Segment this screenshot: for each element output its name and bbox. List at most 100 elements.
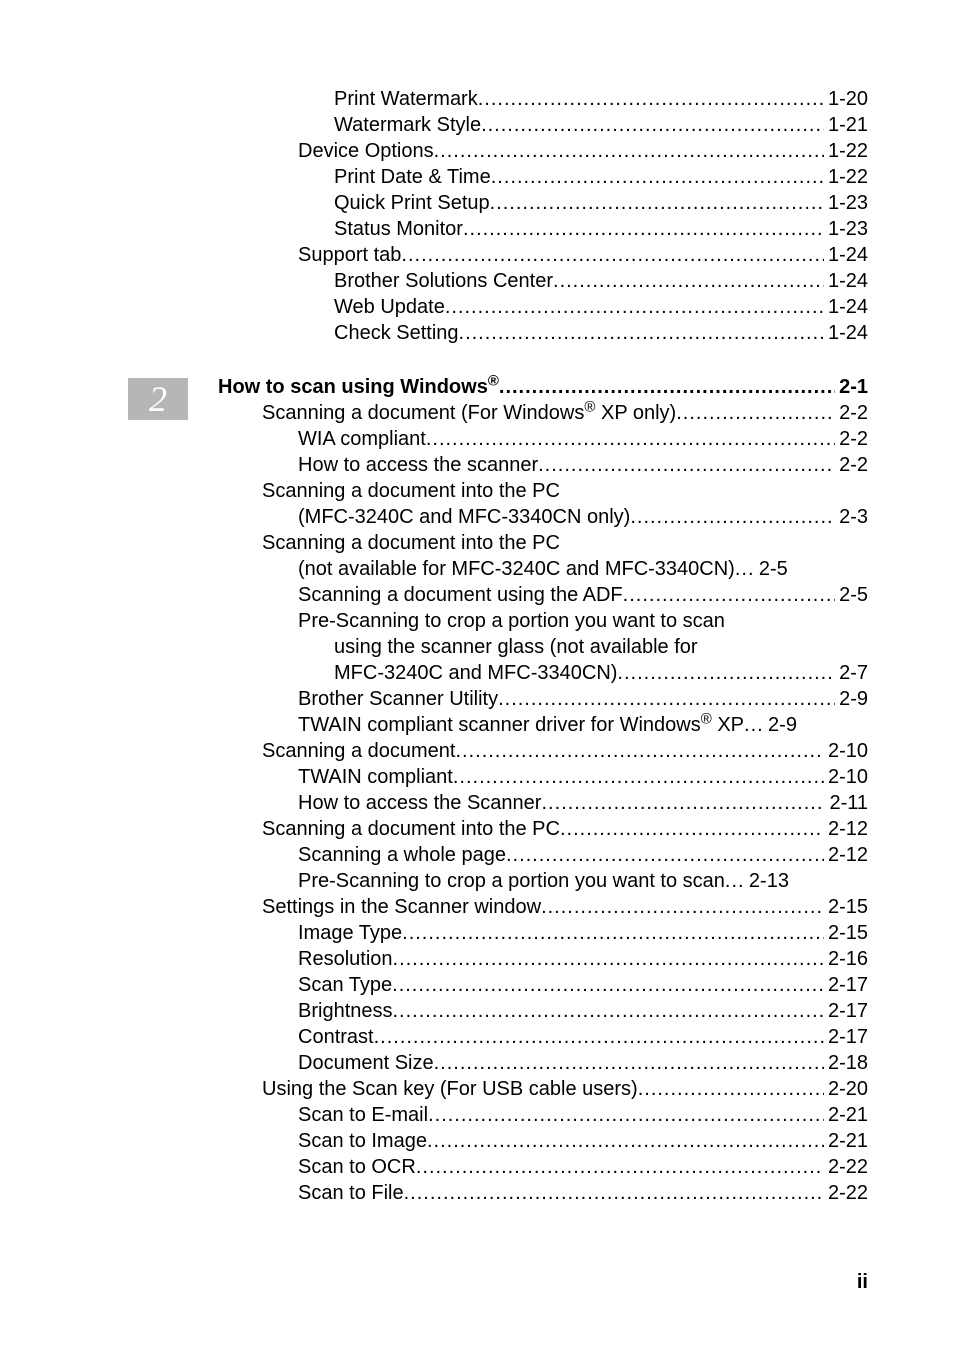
toc-row: Scan to File2-22 bbox=[298, 1180, 868, 1206]
toc-label: Watermark Style bbox=[334, 112, 481, 138]
toc-leader bbox=[402, 920, 824, 946]
toc-page: 2-5 bbox=[755, 556, 788, 582]
page: 2 Print Watermark1-20Watermark Style1-21… bbox=[0, 0, 954, 1352]
toc-page: 1-23 bbox=[824, 190, 868, 216]
toc-leader bbox=[538, 452, 835, 478]
toc-leader bbox=[427, 1128, 824, 1154]
toc-row: Scan Type2-17 bbox=[298, 972, 868, 998]
toc-row: Scanning a document into the PC 2-12 bbox=[262, 816, 868, 842]
toc-row: Using the Scan key (For USB cable users)… bbox=[262, 1076, 868, 1102]
toc-leader bbox=[374, 1024, 824, 1050]
toc-row: Brother Solutions Center1-24 bbox=[334, 268, 868, 294]
toc-label: MFC-3240C and MFC-3340CN) bbox=[334, 660, 617, 686]
toc-leader bbox=[453, 764, 824, 790]
toc-leader bbox=[541, 894, 824, 920]
toc-row: Scan to OCR 2-22 bbox=[298, 1154, 868, 1180]
toc-leader bbox=[426, 426, 835, 452]
toc-label: Brother Scanner Utility bbox=[298, 686, 498, 712]
toc-leader bbox=[404, 1180, 824, 1206]
toc-label: Device Options bbox=[298, 138, 434, 164]
toc-leader bbox=[491, 164, 824, 190]
toc-row: Scanning a whole page2-12 bbox=[298, 842, 868, 868]
toc-label: WIA compliant bbox=[298, 426, 426, 452]
toc-leader bbox=[638, 1076, 824, 1102]
toc-label: Scan to E-mail bbox=[298, 1102, 428, 1128]
page-number: ii bbox=[857, 1271, 868, 1294]
toc-label: How to access the scanner bbox=[298, 452, 538, 478]
toc-leader bbox=[434, 138, 824, 164]
toc-page: 2-1 bbox=[835, 374, 868, 400]
toc-row: Quick Print Setup 1-23 bbox=[334, 190, 868, 216]
toc-leader bbox=[560, 816, 824, 842]
toc-page: 1-23 bbox=[824, 216, 868, 242]
toc-page: 2-15 bbox=[824, 920, 868, 946]
toc-leader bbox=[481, 112, 824, 138]
toc-label: Using the Scan key (For USB cable users) bbox=[262, 1076, 638, 1102]
toc-row: MFC-3240C and MFC-3340CN) 2-7 bbox=[334, 660, 868, 686]
toc-row: Print Date & Time1-22 bbox=[334, 164, 868, 190]
toc-page: 2-11 bbox=[825, 790, 868, 816]
toc: Print Watermark1-20Watermark Style1-21De… bbox=[128, 86, 868, 1206]
toc-row: Support tab1-24 bbox=[298, 242, 868, 268]
toc-page: 2-7 bbox=[835, 660, 868, 686]
toc-row: Pre-Scanning to crop a portion you want … bbox=[298, 608, 868, 634]
toc-row: Settings in the Scanner window2-15 bbox=[262, 894, 868, 920]
toc-page: 2-9 bbox=[764, 712, 797, 738]
toc-label: TWAIN compliant bbox=[298, 764, 453, 790]
toc-page: 2-2 bbox=[835, 452, 868, 478]
toc-row: How to access the Scanner 2-11 bbox=[298, 790, 868, 816]
toc-leader bbox=[506, 842, 824, 868]
toc-label: Contrast bbox=[298, 1024, 374, 1050]
toc-row: Image Type 2-15 bbox=[298, 920, 868, 946]
toc-row: Brother Scanner Utility 2-9 bbox=[298, 686, 868, 712]
toc-row: (MFC-3240C and MFC-3340CN only)2-3 bbox=[298, 504, 868, 530]
toc-label: Scanning a document into the PC bbox=[262, 478, 560, 504]
toc-label: Quick Print Setup bbox=[334, 190, 490, 216]
toc-row: Scanning a document using the ADF2-5 bbox=[298, 582, 868, 608]
toc-page: 2-20 bbox=[824, 1076, 868, 1102]
toc-row: Scanning a document into the PC bbox=[262, 478, 868, 504]
toc-label: Scanning a document into the PC bbox=[262, 816, 560, 842]
toc-page: 2-21 bbox=[824, 1102, 868, 1128]
toc-label: Scan to Image bbox=[298, 1128, 427, 1154]
toc-label: How to access the Scanner bbox=[298, 790, 541, 816]
toc-row: Print Watermark1-20 bbox=[334, 86, 868, 112]
toc-page: 2-9 bbox=[835, 686, 868, 712]
toc-row: Device Options1-22 bbox=[298, 138, 868, 164]
toc-label: Scanning a document (For Windows® XP onl… bbox=[262, 400, 676, 426]
toc-label: Brightness bbox=[298, 998, 393, 1024]
toc-row: Scanning a document2-10 bbox=[262, 738, 868, 764]
toc-page: 2-3 bbox=[835, 504, 868, 530]
toc-row: using the scanner glass (not available f… bbox=[334, 634, 868, 660]
toc-row: Scanning a document into the PC bbox=[262, 530, 868, 556]
toc-label: Support tab bbox=[298, 242, 401, 268]
toc-label: Settings in the Scanner window bbox=[262, 894, 541, 920]
toc-leader bbox=[553, 268, 824, 294]
toc-page: 2-22 bbox=[824, 1154, 868, 1180]
toc-label: TWAIN compliant scanner driver for Windo… bbox=[298, 712, 744, 738]
toc-page: 2-22 bbox=[824, 1180, 868, 1206]
toc-leader bbox=[393, 946, 824, 972]
toc-label: Image Type bbox=[298, 920, 402, 946]
toc-page: 1-24 bbox=[824, 268, 868, 294]
toc-leader bbox=[478, 86, 824, 112]
toc-leader bbox=[498, 686, 835, 712]
toc-leader bbox=[463, 216, 824, 242]
toc-row: Contrast2-17 bbox=[298, 1024, 868, 1050]
toc-page: 2-17 bbox=[824, 972, 868, 998]
toc-row: Watermark Style 1-21 bbox=[334, 112, 868, 138]
toc-row: Web Update1-24 bbox=[334, 294, 868, 320]
toc-row: TWAIN compliant2-10 bbox=[298, 764, 868, 790]
toc-page: 2-12 bbox=[824, 816, 868, 842]
toc-page: 2-2 bbox=[835, 426, 868, 452]
toc-label: Scan to OCR bbox=[298, 1154, 416, 1180]
toc-page: 2-18 bbox=[824, 1050, 868, 1076]
toc-label: Status Monitor bbox=[334, 216, 463, 242]
toc-page: 2-21 bbox=[824, 1128, 868, 1154]
toc-leader: ... bbox=[725, 868, 745, 894]
toc-row: Brightness2-17 bbox=[298, 998, 868, 1024]
toc-page: 1-24 bbox=[824, 320, 868, 346]
toc-page: 1-21 bbox=[824, 112, 868, 138]
toc-row: Scanning a document (For Windows® XP onl… bbox=[262, 400, 868, 426]
toc-row: Status Monitor 1-23 bbox=[334, 216, 868, 242]
